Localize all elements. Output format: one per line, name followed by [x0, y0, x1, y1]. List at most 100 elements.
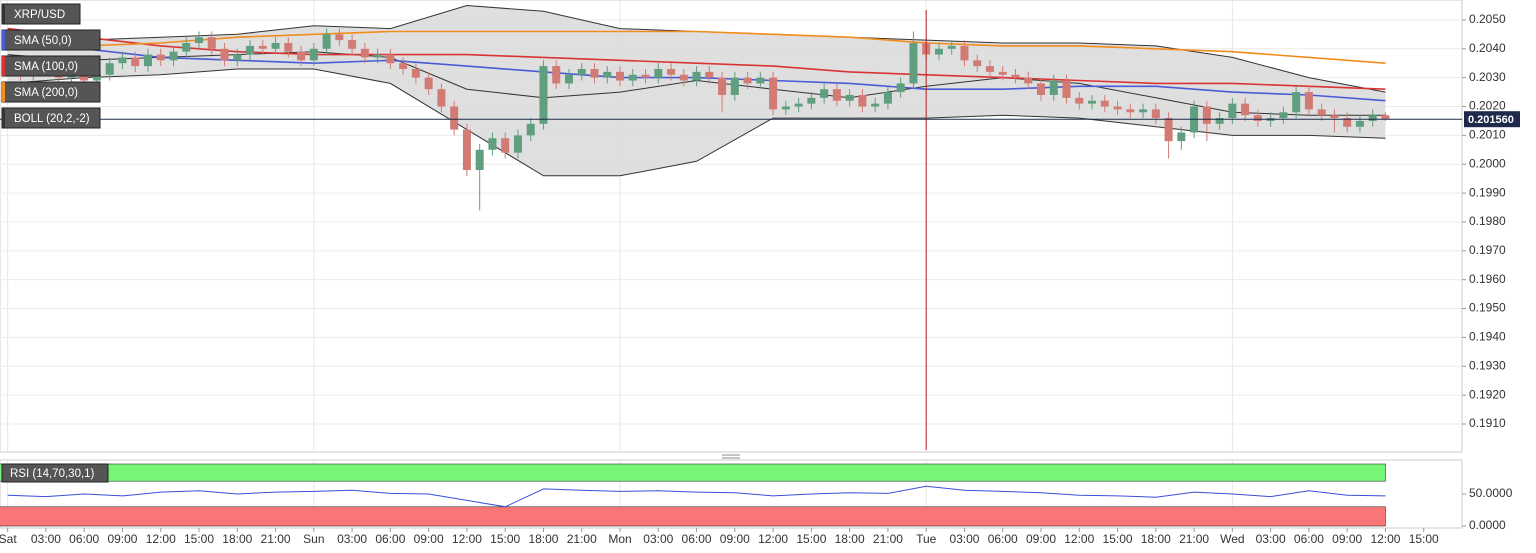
candle: [679, 68, 688, 87]
candle-body: [845, 94, 854, 101]
candle: [1292, 86, 1301, 119]
x-tick-label: 03:00: [1256, 532, 1286, 546]
candle-body: [143, 54, 152, 67]
candle-body: [769, 77, 778, 110]
candle: [1113, 100, 1122, 116]
candle: [1304, 86, 1313, 116]
candle-body: [641, 74, 650, 78]
candle: [220, 43, 229, 67]
candle-body: [1241, 103, 1250, 116]
x-tick-label: 12:00: [452, 532, 482, 546]
candle-body: [501, 138, 510, 153]
candle-body: [488, 138, 497, 150]
candle: [1164, 112, 1173, 159]
candle-body: [692, 71, 701, 81]
candle: [1317, 103, 1326, 121]
candle: [641, 68, 650, 84]
candle-body: [679, 74, 688, 81]
candle: [820, 83, 829, 104]
candle-body: [794, 103, 803, 107]
last-price-label: 0.201560: [1468, 114, 1514, 126]
x-tick-label: 12:00: [1370, 532, 1400, 546]
candle-body: [934, 48, 943, 55]
candle-body: [105, 63, 114, 75]
oversold-zone: [0, 506, 1386, 527]
candle-body: [258, 45, 267, 49]
candle-body: [1100, 100, 1109, 107]
candle: [450, 100, 459, 136]
x-tick-label: 06:00: [1294, 532, 1324, 546]
candle-body: [807, 97, 816, 104]
candle: [1202, 100, 1211, 142]
candle: [1355, 115, 1364, 133]
candle: [1100, 94, 1109, 113]
pane-resize-handle[interactable]: [722, 454, 740, 459]
candle-body: [271, 43, 280, 49]
candle: [143, 48, 152, 72]
x-tick-label: 15:00: [184, 532, 214, 546]
legend-swatch: [2, 82, 5, 102]
candle-body: [1253, 115, 1262, 121]
candle: [297, 45, 306, 67]
x-tick-label: Mon: [608, 532, 631, 546]
y-tick-label: 0.2030: [1469, 70, 1506, 84]
candle-body: [1330, 115, 1339, 119]
candle: [207, 31, 216, 55]
candle-body: [781, 106, 790, 110]
candle: [1241, 97, 1250, 121]
candle-body: [858, 94, 867, 107]
x-tick-label: 12:00: [1064, 532, 1094, 546]
candle-body: [1037, 83, 1046, 95]
candle: [309, 43, 318, 67]
candle: [271, 37, 280, 55]
candle: [513, 129, 522, 159]
candle: [1088, 94, 1097, 110]
x-tick-label: Wed: [1220, 532, 1244, 546]
candle-body: [360, 48, 369, 58]
candle: [348, 34, 357, 55]
candle: [603, 66, 612, 84]
candle: [577, 63, 586, 81]
candle: [539, 60, 548, 130]
candle-body: [233, 54, 242, 61]
overbought-zone: [0, 463, 1386, 482]
candle-body: [386, 54, 395, 64]
candle-body: [1164, 118, 1173, 142]
x-tick-label: 06:00: [69, 532, 99, 546]
candle: [258, 40, 267, 55]
legend-label: RSI (14,70,30,1): [10, 468, 95, 480]
y-tick-label: 0.1940: [1469, 330, 1506, 344]
candle: [654, 63, 663, 84]
candle: [131, 51, 140, 72]
candle: [437, 83, 446, 113]
candle: [1279, 106, 1288, 124]
candle-body: [577, 68, 586, 75]
x-tick-label: 21:00: [261, 532, 291, 546]
bollinger-lower: [7, 68, 1386, 177]
candle: [628, 68, 637, 87]
candle: [411, 63, 420, 84]
candle-body: [960, 45, 969, 61]
y-tick-label: 0.1960: [1469, 272, 1506, 286]
candle: [960, 40, 969, 67]
y-tick-label: 0.0000: [1469, 518, 1506, 532]
x-tick-label: 18:00: [1141, 532, 1171, 546]
x-tick-label: 06:00: [988, 532, 1018, 546]
candle-body: [1381, 115, 1390, 120]
candle: [195, 31, 204, 49]
candle: [896, 77, 905, 98]
candle-body: [169, 51, 178, 61]
candle-body: [373, 54, 382, 58]
candle: [769, 71, 778, 116]
candle: [1062, 74, 1071, 104]
y-tick-label: 0.1980: [1469, 214, 1506, 228]
candle-body: [705, 71, 714, 78]
candle-body: [1075, 97, 1084, 104]
candle: [233, 48, 242, 67]
candle-body: [1202, 106, 1211, 124]
candle-body: [1113, 106, 1122, 110]
candle: [985, 60, 994, 78]
candle: [1343, 112, 1352, 133]
candle: [1011, 68, 1020, 84]
x-tick-label: 18:00: [222, 532, 252, 546]
